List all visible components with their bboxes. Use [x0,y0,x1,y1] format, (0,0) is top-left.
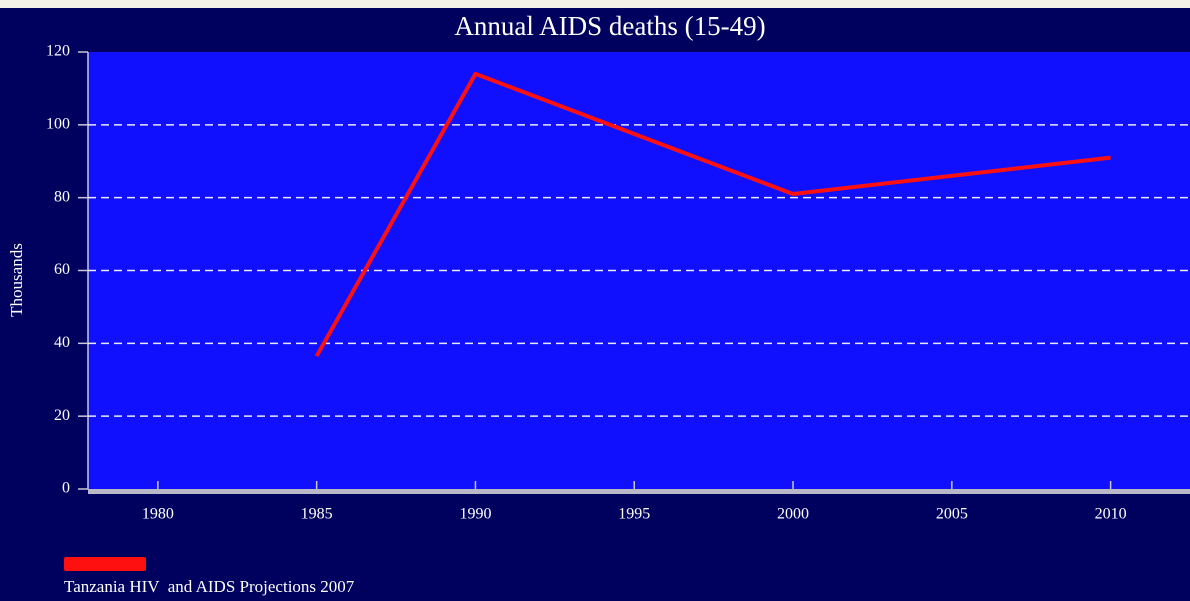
x-tick-label: 2000 [777,506,809,523]
x-tick-label: 2005 [936,506,968,523]
y-tick-label: 120 [46,43,70,60]
page-strip [0,0,1190,8]
data-line [314,71,1111,358]
x-tick-label: 1990 [459,506,491,523]
y-tick-label: 0 [62,480,70,497]
x-tick-label: 1980 [142,506,174,523]
x-axis-line [88,489,1190,494]
y-tick-label: 100 [46,116,70,133]
chart-title: Annual AIDS deaths (15-49) [454,11,765,41]
legend-label: Tanzania HIV and AIDS Projections 2007 [64,577,355,596]
y-tick-label: 80 [54,188,70,205]
x-tick-label: 1985 [301,506,333,523]
y-tick-label: 40 [54,334,70,351]
x-tick-label: 2010 [1095,506,1127,523]
y-axis-label: Thousands [7,243,26,317]
y-tick-label: 60 [54,261,70,278]
y-tick-label: 20 [54,407,70,424]
x-tick-label: 1995 [618,506,650,523]
legend-swatch [64,557,146,571]
